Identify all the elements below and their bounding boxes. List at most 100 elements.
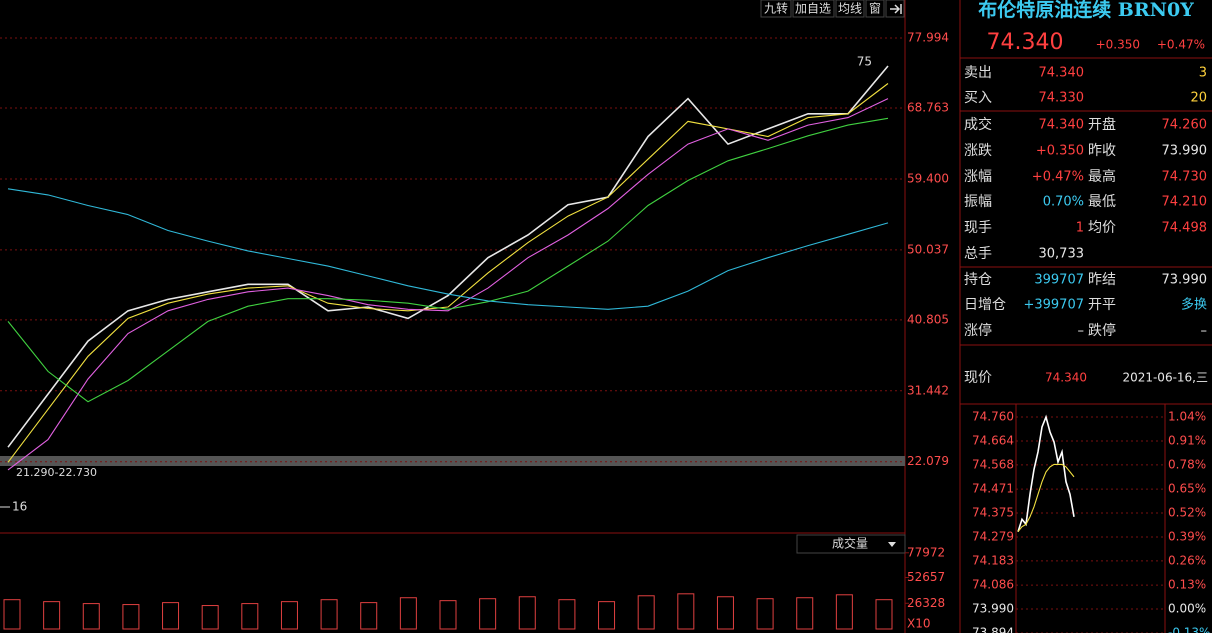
y2-tick-label: 0.00% (1168, 602, 1206, 616)
volume-bar (756, 598, 774, 630)
toolbar-button[interactable]: 九转 (764, 1, 788, 16)
quote-value: 多换 (1181, 297, 1207, 313)
toolbar-button[interactable]: 窗 (869, 2, 881, 16)
quote-value: 30,733 (1039, 247, 1085, 262)
min-annotation: 16 (12, 500, 27, 514)
quote-label: 振幅 (964, 194, 992, 210)
y-tick-label: 74.086 (972, 578, 1014, 592)
quote-label: 昨结 (1088, 272, 1116, 288)
quote-value: 74.498 (1162, 221, 1208, 236)
change-pct: +0.47% (1157, 38, 1205, 52)
toolbar-button[interactable]: 加自选 (795, 2, 831, 16)
volume-bar (122, 604, 140, 630)
y-tick-label: 31.442 (907, 383, 949, 397)
volume-bar (43, 601, 61, 630)
volume-bar (558, 599, 576, 630)
current-price: 74.340 (1045, 371, 1087, 385)
y-tick-label: 52657 (907, 570, 945, 584)
quote-value: 0.70% (1043, 195, 1084, 210)
y2-tick-label: 0.39% (1168, 530, 1206, 544)
volume-title[interactable]: 成交量 (832, 536, 868, 551)
quote-label: 涨停 (964, 322, 992, 339)
quote-value: 1 (1076, 221, 1084, 236)
y-tick-label: 77.994 (907, 31, 949, 45)
series-line (7, 117, 889, 403)
quote-value: 74.210 (1162, 195, 1208, 210)
current-date: 2021-06-16,三 (1122, 371, 1208, 385)
quote-qty: 20 (1190, 91, 1207, 106)
series-line (7, 98, 889, 471)
quote-value: – (1201, 324, 1208, 339)
volume-bar (320, 599, 338, 630)
y2-tick-label: 0.52% (1168, 506, 1206, 520)
quote-label: 日增仓 (964, 297, 1006, 313)
volume-bar (677, 593, 695, 630)
y-tick-label: 26328 (907, 596, 945, 610)
y2-tick-label: 1.04% (1168, 410, 1206, 424)
volume-bar (241, 603, 259, 630)
y-tick-label: 73.990 (972, 602, 1014, 616)
volume-bar (518, 596, 536, 630)
volume-bar (360, 602, 378, 630)
quote-value: +0.350 (1036, 144, 1084, 159)
volume-bar (82, 603, 100, 630)
volume-selector[interactable] (796, 534, 906, 554)
quote-value: – (1078, 324, 1085, 339)
quote-label: 持仓 (964, 272, 992, 288)
y2-tick-label: -0.13% (1168, 626, 1210, 633)
range-annotation: 21.290-22.730 (16, 466, 97, 479)
quote-label: 最高 (1088, 168, 1116, 185)
quote-label: 昨收 (1088, 143, 1116, 159)
volume-bar (280, 601, 298, 630)
series-line (7, 65, 889, 448)
y-tick-label: 40.805 (907, 312, 949, 326)
y2-tick-label: 0.26% (1168, 554, 1206, 568)
y-tick-label: 50.037 (907, 242, 949, 256)
price-band (0, 456, 905, 466)
quote-value: 73.990 (1162, 144, 1208, 159)
series-line (7, 83, 889, 463)
max-annotation: 75 (857, 55, 872, 69)
y-tick-label: 74.568 (972, 457, 1014, 471)
dropdown-arrow (888, 542, 896, 547)
quote-label: 最低 (1088, 194, 1116, 210)
volume-bar (479, 598, 497, 630)
y-tick-label: 74.279 (972, 529, 1014, 543)
volume-bar (637, 595, 655, 630)
quote-value: +0.47% (1032, 170, 1084, 185)
y2-tick-label: 0.13% (1168, 578, 1206, 592)
quote-value: 74.330 (1039, 91, 1085, 106)
quote-label: 卖出 (964, 65, 992, 81)
quote-value: 74.340 (1039, 66, 1085, 81)
y-tick-label: 74.664 (972, 433, 1014, 447)
series-line (7, 188, 889, 310)
volume-bar (3, 599, 21, 630)
quote-label: 成交 (964, 116, 992, 133)
volume-bar (875, 599, 893, 630)
quote-value: +399707 (1023, 298, 1084, 313)
quote-label: 买入 (964, 90, 992, 106)
y-tick-label: 74.183 (972, 553, 1014, 567)
quote-value: 74.340 (1039, 118, 1085, 133)
y-tick-label: 74.375 (972, 506, 1014, 520)
quote-qty: 3 (1199, 66, 1207, 81)
quote-value: 74.260 (1162, 118, 1208, 133)
y2-tick-label: 0.78% (1168, 458, 1206, 472)
y-tick-label: 73.894 (972, 626, 1014, 633)
series-line (1017, 414, 1075, 532)
y-tick-label: 68.763 (907, 100, 949, 114)
toolbar-button[interactable]: 均线 (838, 2, 862, 16)
quote-label: 开平 (1088, 297, 1116, 313)
y-tick-label: 74.471 (972, 482, 1014, 496)
volume-bar (439, 600, 457, 630)
volume-bar (835, 594, 853, 630)
volume-bar (162, 602, 180, 630)
volume-bar (399, 597, 417, 630)
quote-label: 涨跌 (964, 143, 992, 159)
quote-value: 399707 (1034, 273, 1084, 288)
quote-label: 总手 (964, 246, 992, 262)
quote-label: 跌停 (1088, 322, 1116, 339)
